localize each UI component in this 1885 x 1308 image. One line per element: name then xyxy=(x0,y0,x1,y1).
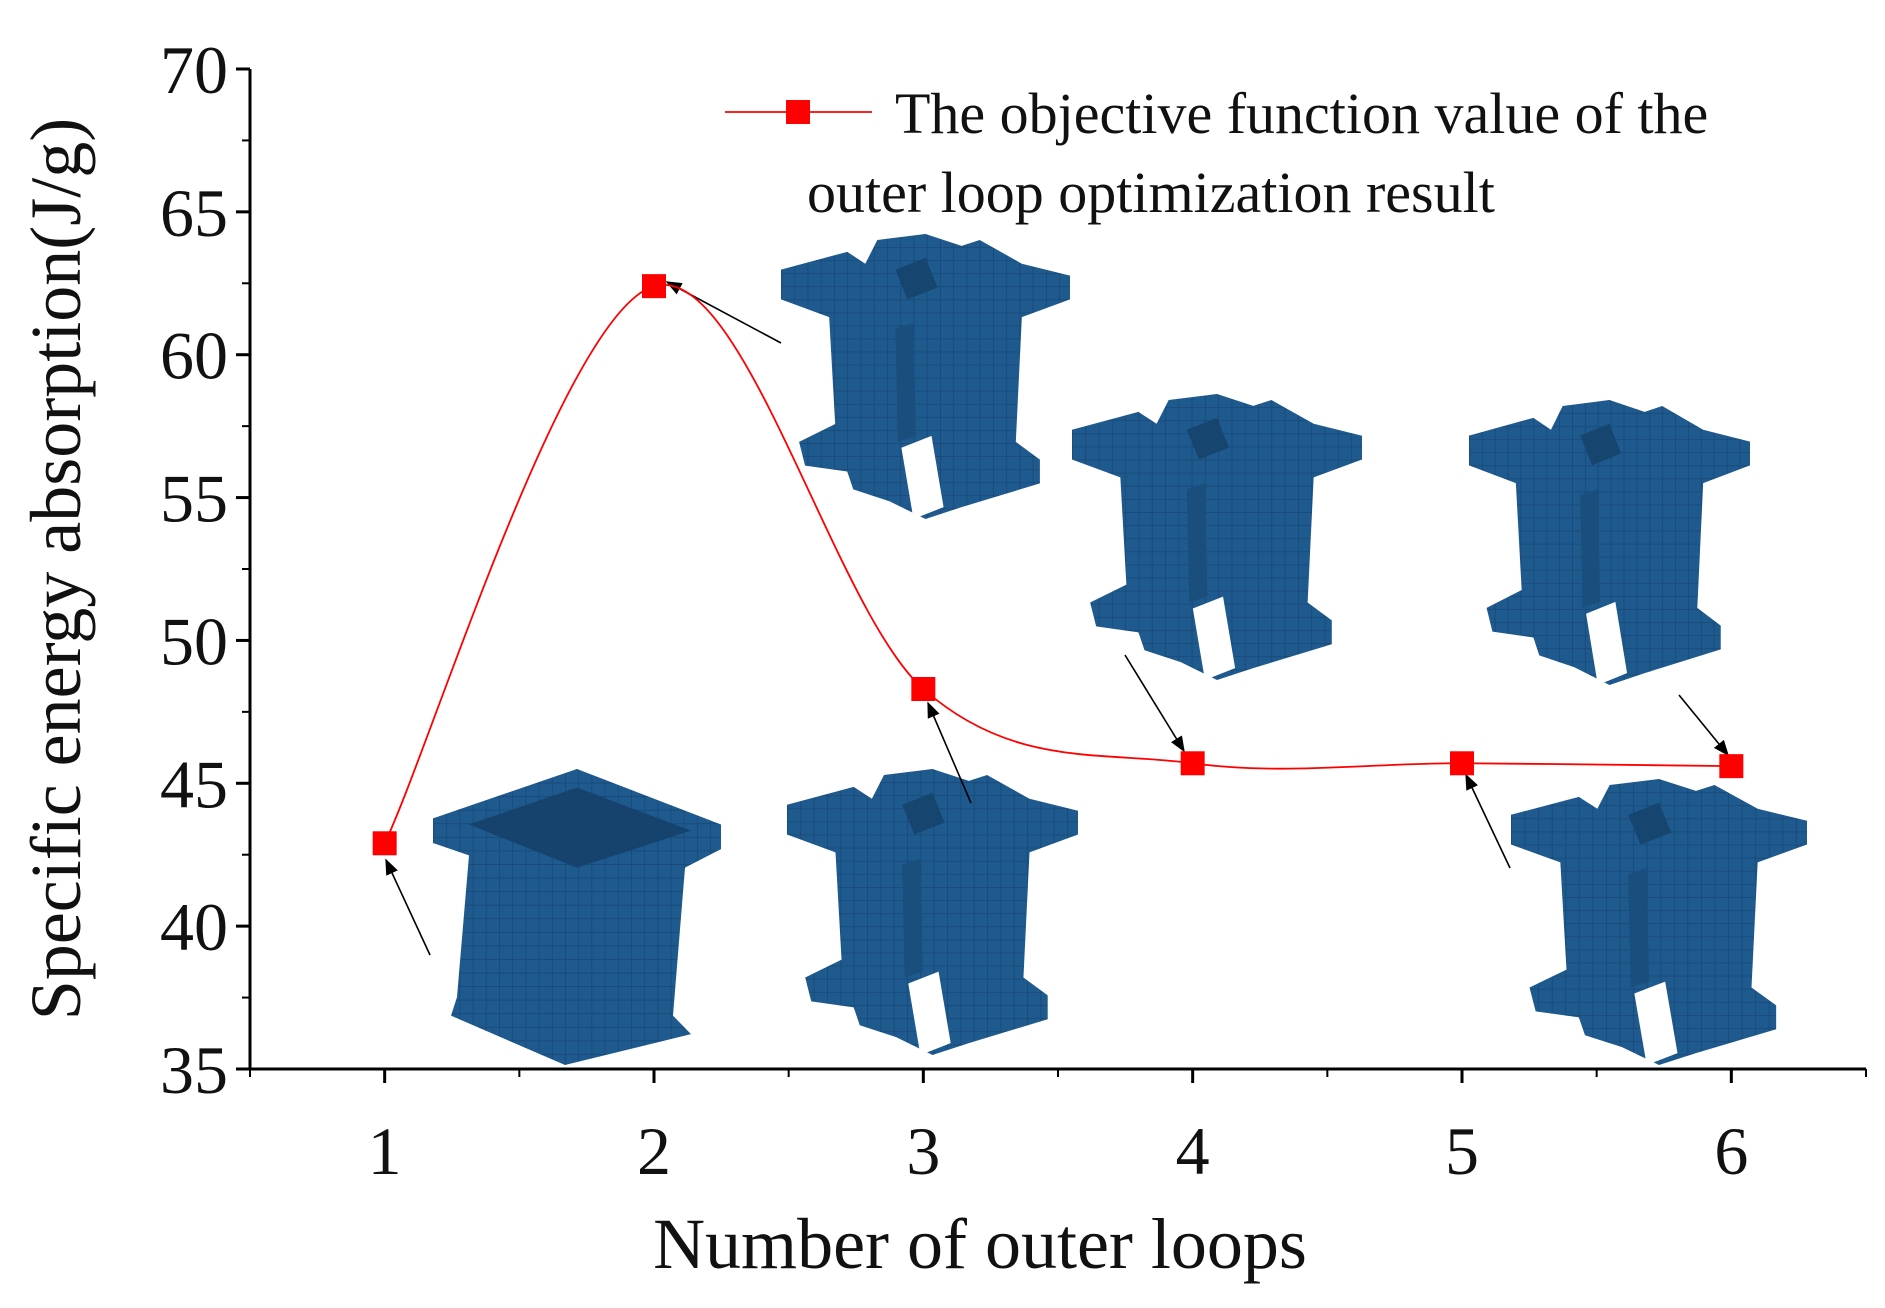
structure-body xyxy=(1072,394,1362,680)
data-point-marker xyxy=(911,677,936,701)
structure-slot xyxy=(902,792,945,835)
structure-groove xyxy=(895,323,916,442)
structure-body xyxy=(1511,779,1807,1065)
structure-gap xyxy=(901,435,944,519)
x-tick-label: 4 xyxy=(1176,1113,1210,1189)
data-point-marker xyxy=(642,274,666,299)
structure-gap xyxy=(1192,596,1236,680)
structure-body xyxy=(787,769,1078,1055)
annotation-arrow xyxy=(1465,773,1511,869)
x-tick-label: 1 xyxy=(368,1113,402,1189)
tower-structure-image xyxy=(1511,779,1807,1065)
y-tick-label: 40 xyxy=(160,889,228,965)
structure-slot xyxy=(895,257,938,300)
structure-groove xyxy=(902,858,923,978)
x-axis-label: Number of outer loops xyxy=(653,1204,1307,1284)
series-markers xyxy=(372,274,1744,856)
tower-structure-image xyxy=(781,234,1070,519)
tower-structure-image xyxy=(1072,394,1362,680)
annotation-arrow xyxy=(1678,694,1730,757)
structure-groove xyxy=(1628,868,1650,988)
data-point-marker xyxy=(1719,754,1744,779)
structure-body xyxy=(1469,400,1750,685)
y-tick-label: 65 xyxy=(160,175,228,251)
x-tick-label: 5 xyxy=(1445,1113,1479,1189)
tower-structure-image xyxy=(787,769,1078,1055)
x-tick-label: 2 xyxy=(637,1113,671,1189)
structures-layer xyxy=(433,234,1807,1065)
data-point-marker xyxy=(1180,751,1205,776)
y-tick-label: 70 xyxy=(160,32,228,108)
annotation-arrow xyxy=(927,701,972,804)
legend-label-line2: outer loop optimization result xyxy=(807,160,1495,225)
structure-slot xyxy=(1580,423,1622,466)
structure-slot xyxy=(1186,417,1230,460)
y-tick-label: 55 xyxy=(160,461,228,537)
tower-structure-image xyxy=(1469,400,1750,685)
box-structure-image xyxy=(433,769,721,1065)
structure-groove xyxy=(1186,483,1208,603)
annotation-arrow xyxy=(385,858,431,956)
y-tick-label: 35 xyxy=(160,1032,228,1108)
data-point-marker xyxy=(372,831,397,856)
structure-opening xyxy=(469,787,691,868)
y-tick-label: 60 xyxy=(160,318,228,394)
structure-gap xyxy=(1634,981,1678,1065)
y-tick-label: 45 xyxy=(160,746,228,822)
structure-body xyxy=(781,234,1070,519)
legend-marker-swatch xyxy=(786,100,810,124)
x-tick-label: 3 xyxy=(906,1113,940,1189)
data-point-marker xyxy=(1450,751,1474,776)
legend-label-line1: The objective function value of the xyxy=(895,81,1708,146)
structure-gap xyxy=(908,971,951,1055)
structure-groove xyxy=(1580,489,1601,608)
annotation-arrow xyxy=(1124,654,1185,753)
structure-slot xyxy=(1628,802,1672,845)
y-tick-label: 50 xyxy=(160,603,228,679)
x-tick-label: 6 xyxy=(1714,1113,1748,1189)
y-axis-label: Specific energy absorption(J/g) xyxy=(16,118,96,1020)
structure-gap xyxy=(1586,601,1628,685)
legend: The objective function value of the oute… xyxy=(725,81,1708,225)
